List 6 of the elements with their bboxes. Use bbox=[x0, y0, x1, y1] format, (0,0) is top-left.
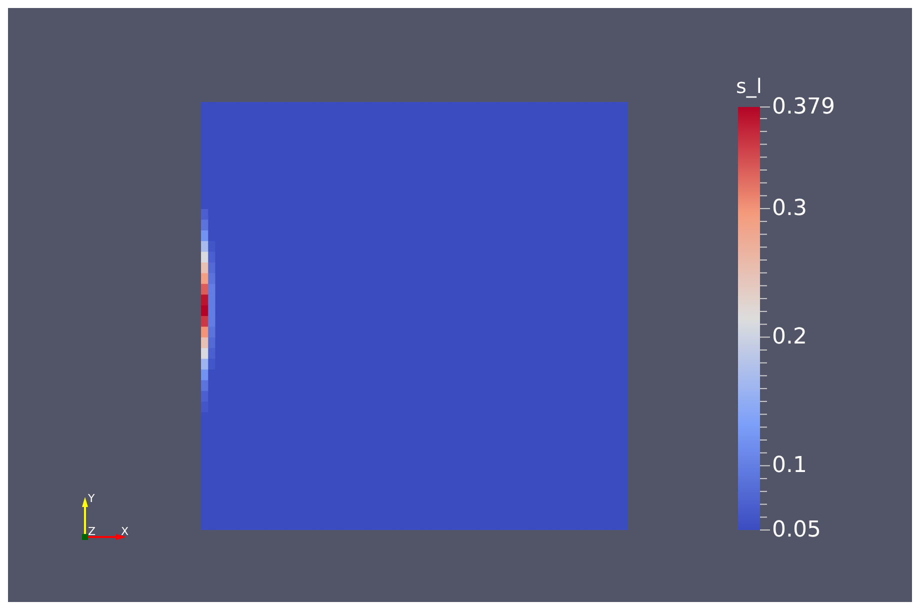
color-bar-label: 0.1 bbox=[772, 453, 807, 478]
color-bar-label: 0.05 bbox=[772, 518, 821, 542]
color-bar-label: 0.3 bbox=[772, 196, 807, 222]
color-bar-label: 0.379 bbox=[772, 94, 835, 120]
color-bar-label: 0.2 bbox=[772, 324, 807, 350]
color-bar-title: s_l bbox=[736, 74, 762, 98]
